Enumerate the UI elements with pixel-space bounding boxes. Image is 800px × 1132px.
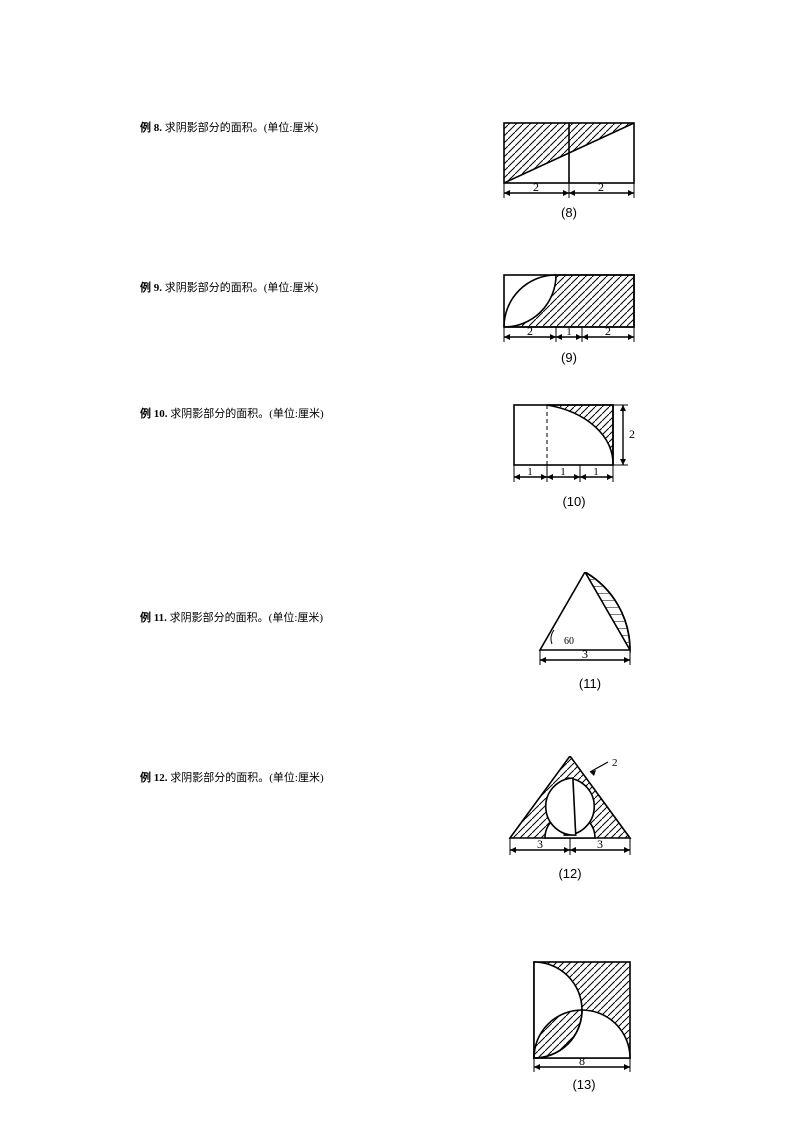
problem-label: 例 10. <box>140 408 168 420</box>
dim-label: 1 <box>593 466 599 478</box>
figure-10-svg: 2 1 1 1 <box>504 400 644 492</box>
dim-label: 2 <box>612 757 618 769</box>
problem-body: 求阴影部分的面积。(单位:厘米) <box>170 612 323 624</box>
prompt-text: 例 11. 求阴影部分的面积。(单位:厘米) <box>140 610 323 627</box>
dim-label: 2 <box>533 180 539 194</box>
problem-body: 求阴影部分的面积。(单位:厘米) <box>170 408 323 420</box>
figure-caption: (9) <box>494 350 644 365</box>
dim-label: 2 <box>629 427 635 441</box>
figure-13: 8 (13) <box>524 960 644 1092</box>
prompt-text: 例 12. 求阴影部分的面积。(单位:厘米) <box>140 770 324 787</box>
problem-label: 例 12. <box>140 772 168 784</box>
problem-label: 例 11. <box>140 612 167 624</box>
dim-label: 1 <box>566 326 572 338</box>
figure-12-svg: 2 3 3 <box>490 756 650 864</box>
problem-body: 求阴影部分的面积。(单位:厘米) <box>165 282 318 294</box>
figure-caption: (10) <box>504 494 644 509</box>
dim-label: 2 <box>598 180 604 194</box>
figure-8: 2 2 (8) <box>494 118 644 220</box>
prompt-text: 例 8. 求阴影部分的面积。(单位:厘米) <box>140 120 318 137</box>
prompt-text: 例 10. 求阴影部分的面积。(单位:厘米) <box>140 406 324 423</box>
figure-caption: (8) <box>494 205 644 220</box>
figure-caption: (13) <box>524 1077 644 1092</box>
figure-13-svg: 8 <box>524 960 644 1075</box>
figure-11-svg: 60 3 <box>530 572 650 674</box>
figure-caption: (11) <box>530 676 650 691</box>
angle-label: 60 <box>564 636 574 647</box>
problem-label: 例 9. <box>140 282 162 294</box>
dim-label: 3 <box>537 837 543 851</box>
problem-label: 例 8. <box>140 122 162 134</box>
figure-8-svg: 2 2 <box>494 118 644 203</box>
dim-label: 8 <box>579 1054 585 1068</box>
problem-body: 求阴影部分的面积。(单位:厘米) <box>165 122 318 134</box>
dim-label: 2 <box>605 324 611 338</box>
figure-12: 2 3 3 (12) <box>490 756 650 881</box>
dim-label: 1 <box>527 466 533 478</box>
figure-caption: (12) <box>490 866 650 881</box>
dim-label: 3 <box>597 837 603 851</box>
prompt-text: 例 9. 求阴影部分的面积。(单位:厘米) <box>140 280 318 297</box>
figure-10: 2 1 1 1 (10) <box>504 400 644 509</box>
figure-9: 2 1 2 (9) <box>494 270 644 365</box>
figure-9-svg: 2 1 2 <box>494 270 644 348</box>
problem-body: 求阴影部分的面积。(单位:厘米) <box>170 772 323 784</box>
figure-11: 60 3 (11) <box>530 572 650 691</box>
dim-label: 2 <box>527 324 533 338</box>
dim-label: 1 <box>560 466 566 478</box>
dim-label: 3 <box>582 647 588 661</box>
